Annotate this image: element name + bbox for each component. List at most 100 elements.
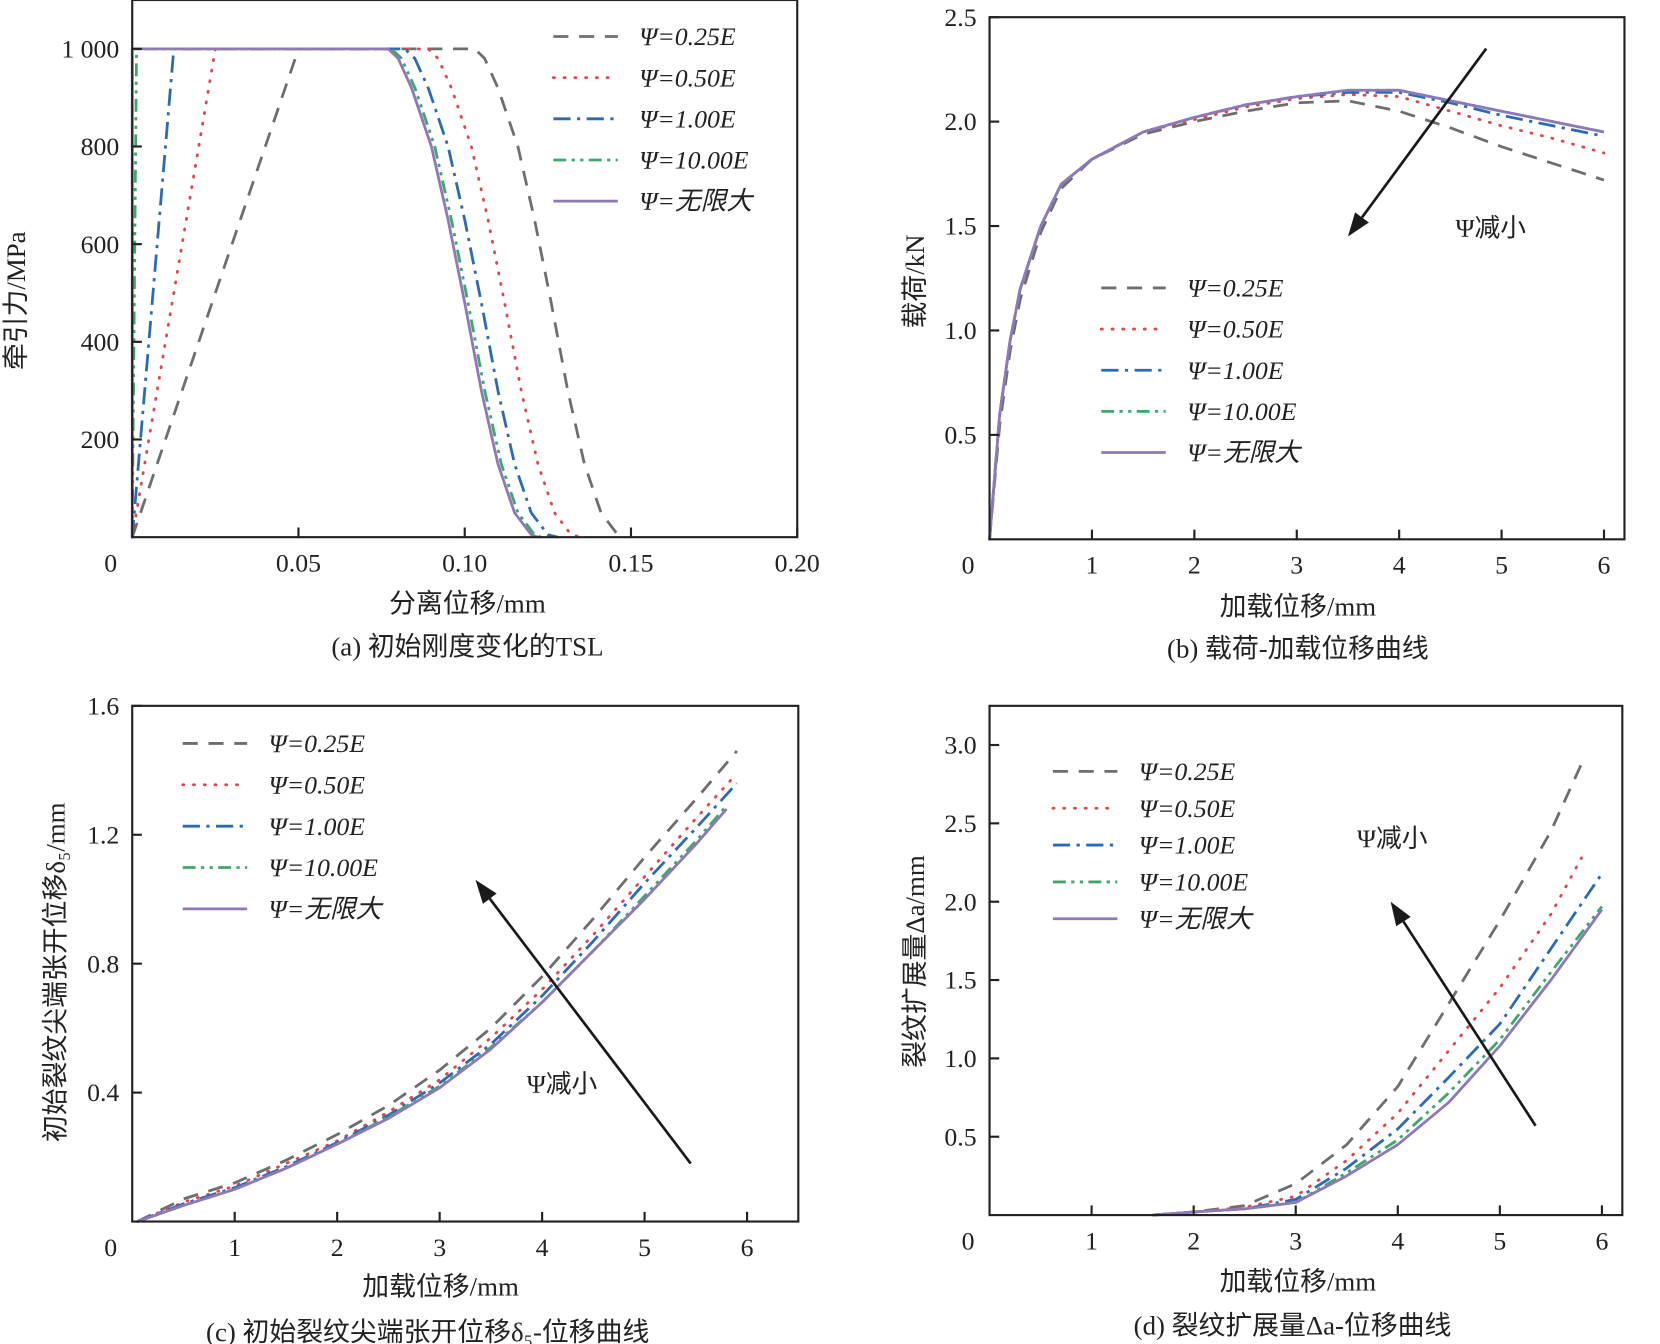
legend-label: Ψ=0.50E	[269, 770, 366, 799]
legend-label: Ψ=1.00E	[269, 812, 366, 841]
series-line-10.00E	[130, 47, 542, 539]
y-tick-label: 1.2	[87, 820, 119, 849]
panel-a: 0.05 0.10 0.15 0.20 200 400 600 800 1 000 0 分离位移/m…	[1, 0, 820, 661]
legend-label: Ψ=无限大	[639, 187, 754, 216]
legend-label: Ψ=10.00E	[1139, 868, 1248, 897]
trend-arrow	[488, 897, 692, 1165]
x-tick-label: 0.20	[775, 549, 820, 578]
legend-label: Ψ=10.00E	[639, 146, 748, 175]
series-line-0.50E	[135, 772, 739, 1223]
y-axis-label: 牵引力/MPa	[1, 231, 31, 370]
series-line-inf	[988, 88, 1605, 540]
trend-arrow	[1402, 920, 1537, 1127]
x-axis-label: 分离位移/mm	[389, 588, 546, 618]
x-tick-label: 4	[536, 1233, 549, 1262]
panel-caption: (b) 载荷-加载位移曲线	[1167, 633, 1429, 663]
legend-label: Ψ=0.50E	[1139, 794, 1236, 823]
legend-label: Ψ=无限大	[269, 894, 384, 923]
y-tick-label: 3.0	[944, 731, 976, 760]
origin-label: 0	[104, 549, 117, 578]
y-tick-label: 0.5	[944, 420, 976, 449]
series-line-0.25E	[136, 750, 738, 1223]
x-tick-label: 1	[1086, 551, 1099, 580]
x-tick-label: 1	[228, 1233, 241, 1262]
y-tick-label: 1.5	[944, 966, 976, 995]
series-line-10.00E	[988, 88, 1605, 540]
series-line-inf	[136, 808, 728, 1223]
x-axis-label: 加载位移/mm	[362, 1272, 519, 1302]
series-line-0.50E	[130, 47, 583, 539]
origin-label: 0	[962, 551, 975, 580]
legend-label: Ψ=0.25E	[639, 22, 736, 51]
series-line-0.25E	[130, 47, 625, 539]
panel-caption: (a) 初始刚度变化的TSL	[331, 631, 603, 661]
x-tick-label: 6	[1595, 1226, 1608, 1255]
legend-label: Ψ=10.00E	[269, 853, 378, 882]
y-tick-label: 1 000	[61, 34, 119, 63]
x-tick-label: 1	[1085, 1226, 1098, 1255]
x-axis-label: 加载位移/mm	[1220, 592, 1377, 622]
legend-label: Ψ=0.25E	[269, 729, 366, 758]
origin-label: 0	[104, 1233, 117, 1262]
legend: Ψ=0.25E Ψ=0.50E Ψ=1.00E Ψ=10.00E Ψ=无限大	[551, 22, 754, 216]
x-tick-label: 4	[1393, 551, 1406, 580]
legend-label: Ψ=0.25E	[1139, 757, 1236, 786]
annotation-label: Ψ减小	[1357, 824, 1428, 853]
plot-frame	[131, 0, 799, 539]
series-line-1.00E	[1152, 872, 1604, 1217]
series-line-inf	[130, 47, 539, 539]
legend-label: Ψ=1.00E	[639, 104, 736, 133]
x-tick-label: 5	[1495, 551, 1508, 580]
legend: Ψ=0.25E Ψ=0.50E Ψ=1.00E Ψ=10.00E Ψ=无限大	[1051, 757, 1254, 933]
panel-d: 1 2 3 4 5 6 0.5 1.0 1.5 2.0 2.5 3.0 0 加载位移/mm 裂纹扩展量Δa/…	[900, 704, 1624, 1340]
series-line-10.00E	[1152, 905, 1604, 1217]
x-tick-label: 2	[1187, 1226, 1200, 1255]
legend-label: Ψ=0.50E	[1187, 315, 1284, 344]
y-tick-label: 0.8	[87, 949, 119, 978]
series-line-0.50E	[988, 93, 1606, 541]
legend-label: Ψ=0.25E	[1187, 274, 1284, 303]
y-tick-label: 0.4	[87, 1078, 119, 1107]
legend: Ψ=0.25E Ψ=0.50E Ψ=1.00E Ψ=10.00E Ψ=无限大	[1099, 274, 1302, 467]
legend-label: Ψ=1.00E	[1139, 831, 1236, 860]
y-tick-label: 800	[81, 132, 120, 161]
y-tick-label: 1.0	[944, 316, 976, 345]
annotation-label: Ψ减小	[527, 1070, 598, 1099]
x-tick-label: 3	[1289, 1226, 1302, 1255]
x-tick-label: 6	[1598, 551, 1611, 580]
x-tick-label: 4	[1391, 1226, 1404, 1255]
arrow-head-icon	[1390, 901, 1411, 927]
y-tick-label: 2.5	[944, 809, 976, 838]
y-tick-label: 1.0	[944, 1044, 976, 1073]
plot-frame	[988, 16, 1626, 541]
y-tick-label: 200	[81, 425, 120, 454]
arrow-head-icon	[1347, 212, 1369, 237]
y-axis-label: 裂纹扩展量Δa/mm	[900, 855, 930, 1068]
x-tick-label: 5	[1493, 1226, 1506, 1255]
x-tick-label: 0.05	[276, 549, 321, 578]
series-line-1.00E	[136, 782, 738, 1223]
y-tick-label: 2.0	[944, 107, 976, 136]
panel-c: 1 2 3 4 5 6 0.4 0.8 1.2 1.6 0 加载位移/mm 初始裂纹尖端张开位移δ₅/m…	[41, 691, 800, 1344]
trend-arrow	[1360, 47, 1488, 219]
y-tick-label: 2.5	[944, 3, 976, 32]
y-tick-label: 0.5	[944, 1122, 976, 1151]
y-tick-label: 400	[81, 327, 120, 356]
annotation-label: Ψ减小	[1456, 213, 1527, 242]
x-tick-label: 2	[331, 1233, 344, 1262]
legend-label: Ψ=0.50E	[639, 63, 736, 92]
panel-caption: (c) 初始裂纹尖端张开位移δ₅-位移曲线	[206, 1317, 649, 1344]
arrow-head-icon	[475, 879, 497, 904]
y-tick-label: 1.5	[944, 212, 976, 241]
x-tick-label: 6	[741, 1233, 754, 1262]
x-tick-label: 5	[638, 1233, 651, 1262]
x-tick-label: 3	[1290, 551, 1303, 580]
x-tick-label: 0.15	[608, 549, 653, 578]
x-tick-label: 3	[433, 1233, 446, 1262]
series-line-inf	[1152, 908, 1604, 1217]
y-tick-label: 1.6	[87, 691, 119, 720]
series-line-1.00E	[130, 47, 559, 539]
x-tick-label: 2	[1188, 551, 1201, 580]
legend-label: Ψ=无限大	[1187, 438, 1302, 467]
